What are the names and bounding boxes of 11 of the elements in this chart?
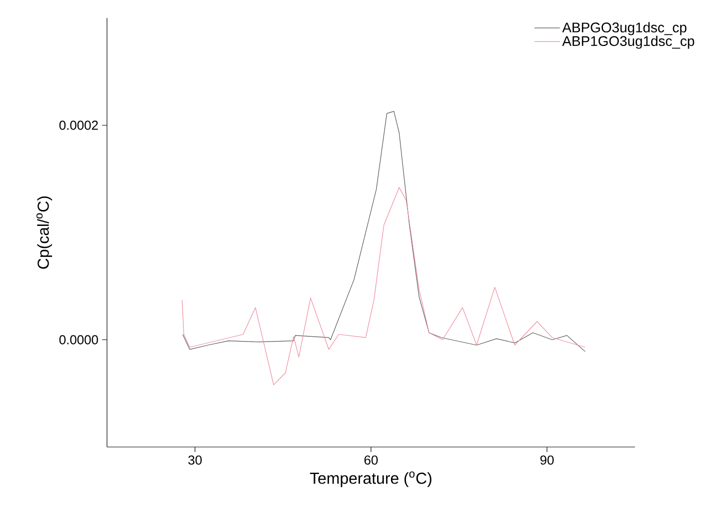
- x-tick-label: 90: [540, 456, 554, 465]
- line-series: [182, 111, 586, 352]
- x-tick-label: 60: [364, 456, 378, 465]
- y-tick-label: 0.0000: [59, 335, 98, 344]
- x-axis-title: Temperature ($^{o}$C): [310, 472, 432, 488]
- y-axis-title: Cp(cal/$^{o}$C): [36, 196, 52, 269]
- line-series: [182, 187, 586, 386]
- legend-label: ABPGO3ug1dsc_cp: [562, 22, 686, 36]
- x-tick-label: 30: [188, 456, 202, 465]
- y-tick-label: 0.0002: [59, 120, 98, 130]
- legend-label: ABP1GO3ug1dsc_cp: [562, 36, 694, 49]
